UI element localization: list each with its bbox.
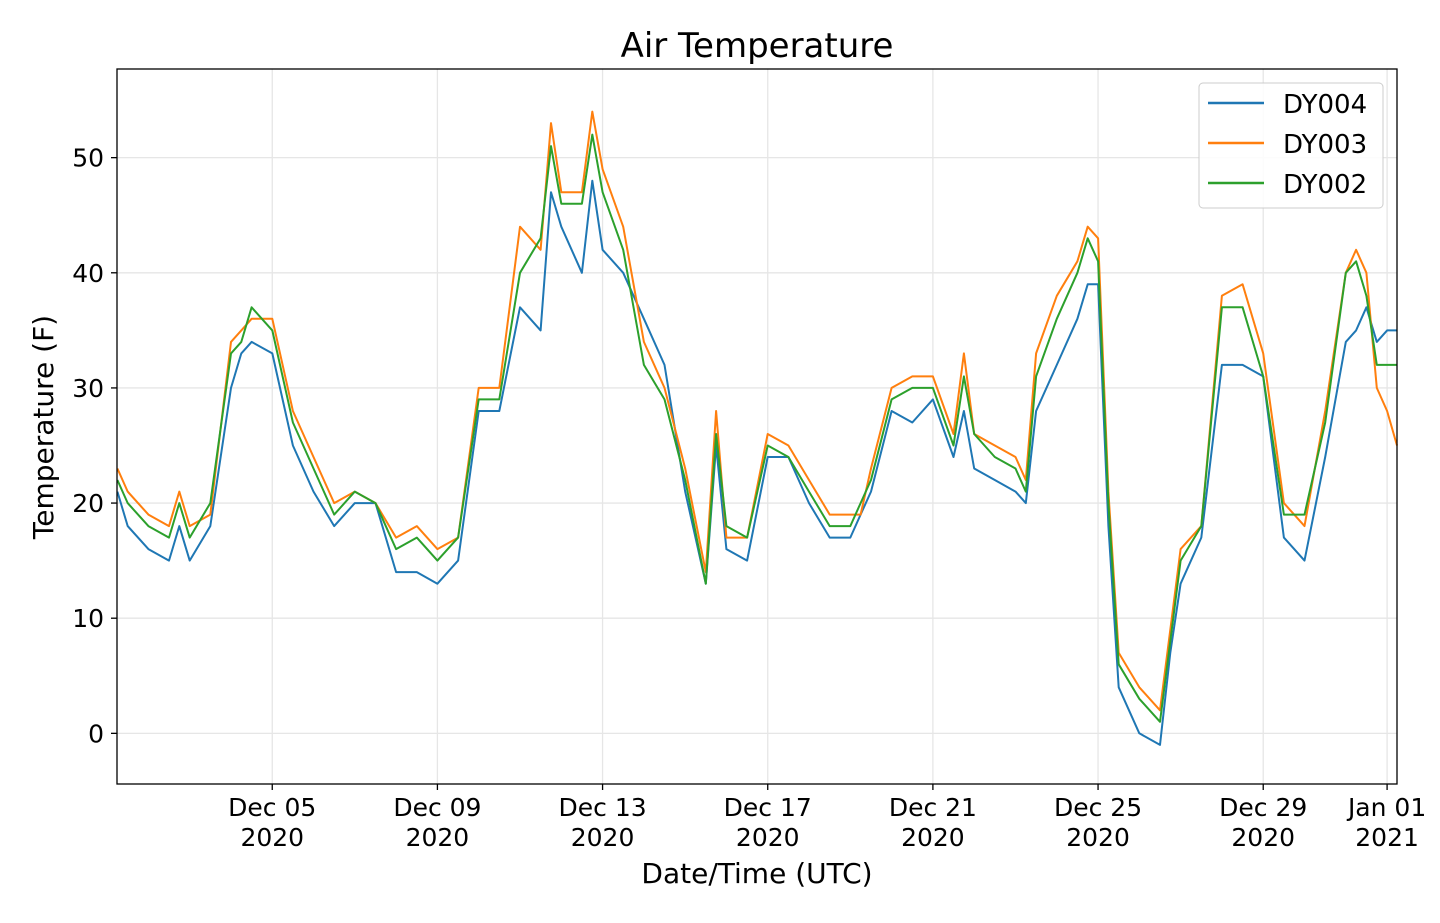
x-tick-label: 2020 xyxy=(240,823,304,852)
plot-frame xyxy=(116,68,1398,785)
legend: DY004 DY003 DY002 xyxy=(1198,82,1384,209)
y-tick-label: 30 xyxy=(72,374,104,403)
x-tick-label: Dec 29 xyxy=(1219,793,1307,822)
y-axis: 0 10 20 30 40 50 xyxy=(72,144,117,748)
legend-label-dy003: DY003 xyxy=(1283,130,1367,160)
x-tick-label: 2020 xyxy=(406,823,470,852)
y-axis-label: Temperature (F) xyxy=(27,315,60,540)
x-tick-label: Dec 09 xyxy=(393,793,481,822)
chart-title: Air Temperature xyxy=(621,26,894,66)
series-line-dy002 xyxy=(116,133,1397,723)
y-tick-label: 40 xyxy=(72,259,104,288)
legend-label-dy002: DY002 xyxy=(1283,170,1367,200)
series-line-dy004 xyxy=(116,179,1397,746)
x-tick-label: Dec 25 xyxy=(1054,793,1142,822)
series-lines xyxy=(116,110,1398,746)
x-tick-label: 2020 xyxy=(901,823,965,852)
x-tick-label: 2020 xyxy=(1066,823,1130,852)
y-tick-label: 0 xyxy=(88,719,104,748)
y-tick-label: 50 xyxy=(72,144,104,173)
y-tick-label: 20 xyxy=(72,489,104,518)
x-tick-label: Dec 13 xyxy=(559,793,647,822)
x-tick-label: 2020 xyxy=(571,823,635,852)
y-tick-label: 10 xyxy=(72,604,104,633)
x-tick-label: Jan 01 xyxy=(1346,793,1426,822)
series-line-dy003 xyxy=(116,110,1398,712)
grid xyxy=(117,69,1397,784)
legend-label-dy004: DY004 xyxy=(1283,90,1367,120)
x-tick-label: Dec 21 xyxy=(889,793,977,822)
x-tick-label: 2021 xyxy=(1355,823,1419,852)
legend-box xyxy=(1198,82,1384,209)
x-tick-label: Dec 17 xyxy=(724,793,812,822)
x-axis-label: Date/Time (UTC) xyxy=(641,857,872,890)
x-tick-label: 2020 xyxy=(736,823,800,852)
x-tick-label: Dec 05 xyxy=(228,793,316,822)
x-tick-label: 2020 xyxy=(1231,823,1295,852)
